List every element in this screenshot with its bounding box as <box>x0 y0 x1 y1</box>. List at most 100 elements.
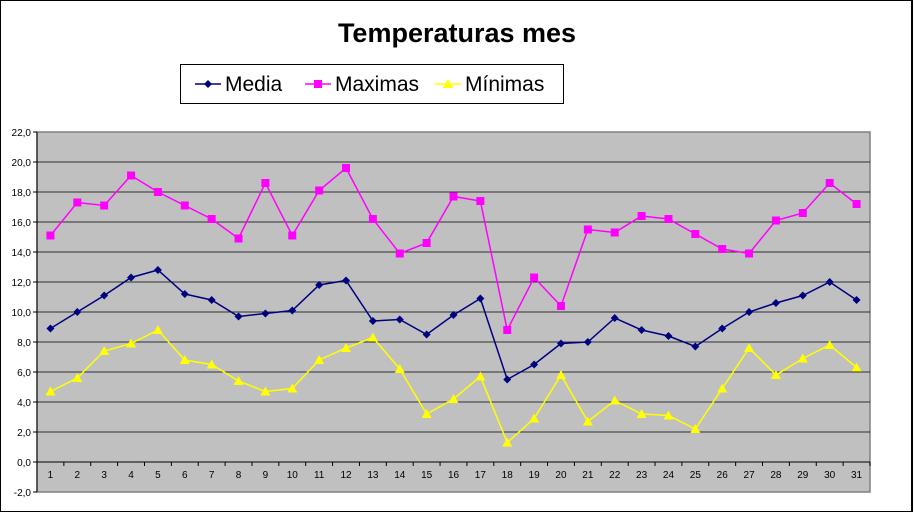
data-point <box>556 302 565 310</box>
x-tick-label: 3 <box>101 470 107 481</box>
x-tick-label: 22 <box>609 470 621 481</box>
legend-label: Media <box>225 73 283 96</box>
x-tick-label: 9 <box>263 470 269 481</box>
data-point <box>825 179 834 187</box>
y-tick-label: 0,0 <box>17 458 31 469</box>
data-point <box>610 314 619 322</box>
data-point <box>422 239 431 247</box>
x-tick-label: 8 <box>236 470 242 481</box>
data-point <box>288 231 297 240</box>
data-point <box>179 355 190 364</box>
x-tick-label: 20 <box>555 470 567 481</box>
x-tick-label: 10 <box>287 470 299 481</box>
data-point <box>555 370 566 379</box>
data-point <box>206 359 217 369</box>
data-point <box>153 266 162 274</box>
data-point <box>610 228 619 237</box>
y-tick-label: 22,0 <box>12 128 32 139</box>
data-point <box>152 325 163 334</box>
y-tick-label: 18,0 <box>12 188 32 199</box>
data-point <box>288 306 297 315</box>
x-tick-label: 17 <box>475 470 487 481</box>
data-point <box>664 332 673 340</box>
data-point <box>663 410 674 420</box>
x-tick-label: 13 <box>367 470 379 481</box>
data-point <box>690 424 701 433</box>
data-point <box>503 375 512 384</box>
data-point <box>718 324 727 333</box>
data-point <box>73 308 82 316</box>
data-point <box>798 209 807 217</box>
data-point <box>368 317 377 325</box>
y-tick-label: 16,0 <box>12 218 32 229</box>
data-point <box>583 338 592 346</box>
data-point <box>315 281 324 289</box>
data-point <box>609 395 620 405</box>
data-point <box>368 215 377 223</box>
data-point <box>421 409 432 418</box>
series-mínimas <box>45 325 862 447</box>
data-point <box>99 346 110 355</box>
data-point <box>342 276 351 285</box>
data-point <box>180 201 189 210</box>
data-point <box>73 198 82 207</box>
x-tick-label: 14 <box>394 470 406 481</box>
data-point <box>341 343 352 352</box>
x-tick-label: 1 <box>48 470 54 481</box>
data-point <box>234 234 243 243</box>
legend-marker <box>204 80 212 88</box>
data-point <box>717 383 728 393</box>
x-tick-label: 24 <box>663 470 675 481</box>
data-point <box>127 171 136 180</box>
data-point <box>530 273 539 282</box>
data-point <box>207 215 216 223</box>
x-tick-label: 18 <box>502 470 514 481</box>
data-point <box>394 364 405 373</box>
series-media <box>46 266 861 384</box>
y-tick-label: 8,0 <box>17 338 31 349</box>
data-point <box>422 330 431 339</box>
data-point <box>771 216 780 225</box>
data-point <box>582 416 593 426</box>
data-point <box>797 353 808 363</box>
data-point <box>180 290 189 298</box>
data-point <box>503 326 512 334</box>
x-tick-label: 2 <box>75 470 81 481</box>
data-point <box>261 309 270 318</box>
data-point <box>207 296 216 304</box>
x-tick-label: 4 <box>128 470 134 481</box>
y-tick-label: 10,0 <box>12 308 32 319</box>
legend <box>180 64 564 104</box>
data-point <box>530 360 539 369</box>
data-point <box>529 413 540 423</box>
x-tick-label: 19 <box>529 470 541 481</box>
data-point <box>636 409 647 418</box>
data-point <box>475 371 486 381</box>
data-point <box>718 245 727 253</box>
data-point <box>367 332 378 342</box>
data-point <box>45 386 56 396</box>
x-tick-label: 21 <box>582 470 594 481</box>
data-point <box>798 291 807 300</box>
data-point <box>583 225 592 234</box>
chart-title: Temperaturas mes <box>337 18 577 48</box>
data-point <box>233 376 244 385</box>
x-tick-label: 5 <box>155 470 161 481</box>
data-point <box>771 299 780 307</box>
x-tick-label: 31 <box>851 470 863 481</box>
x-tick-label: 6 <box>182 470 188 481</box>
x-tick-label: 26 <box>717 470 729 481</box>
data-point <box>852 200 861 208</box>
y-tick-label: 20,0 <box>12 158 32 169</box>
legend-label: Maximas <box>335 73 419 96</box>
data-point <box>260 386 271 396</box>
data-point <box>395 315 404 324</box>
data-point <box>502 437 513 447</box>
data-point <box>395 249 404 258</box>
y-tick-label: 6,0 <box>17 368 31 379</box>
data-point <box>556 339 565 348</box>
data-point <box>127 273 136 282</box>
data-point <box>824 340 835 349</box>
x-tick-label: 12 <box>340 470 352 481</box>
